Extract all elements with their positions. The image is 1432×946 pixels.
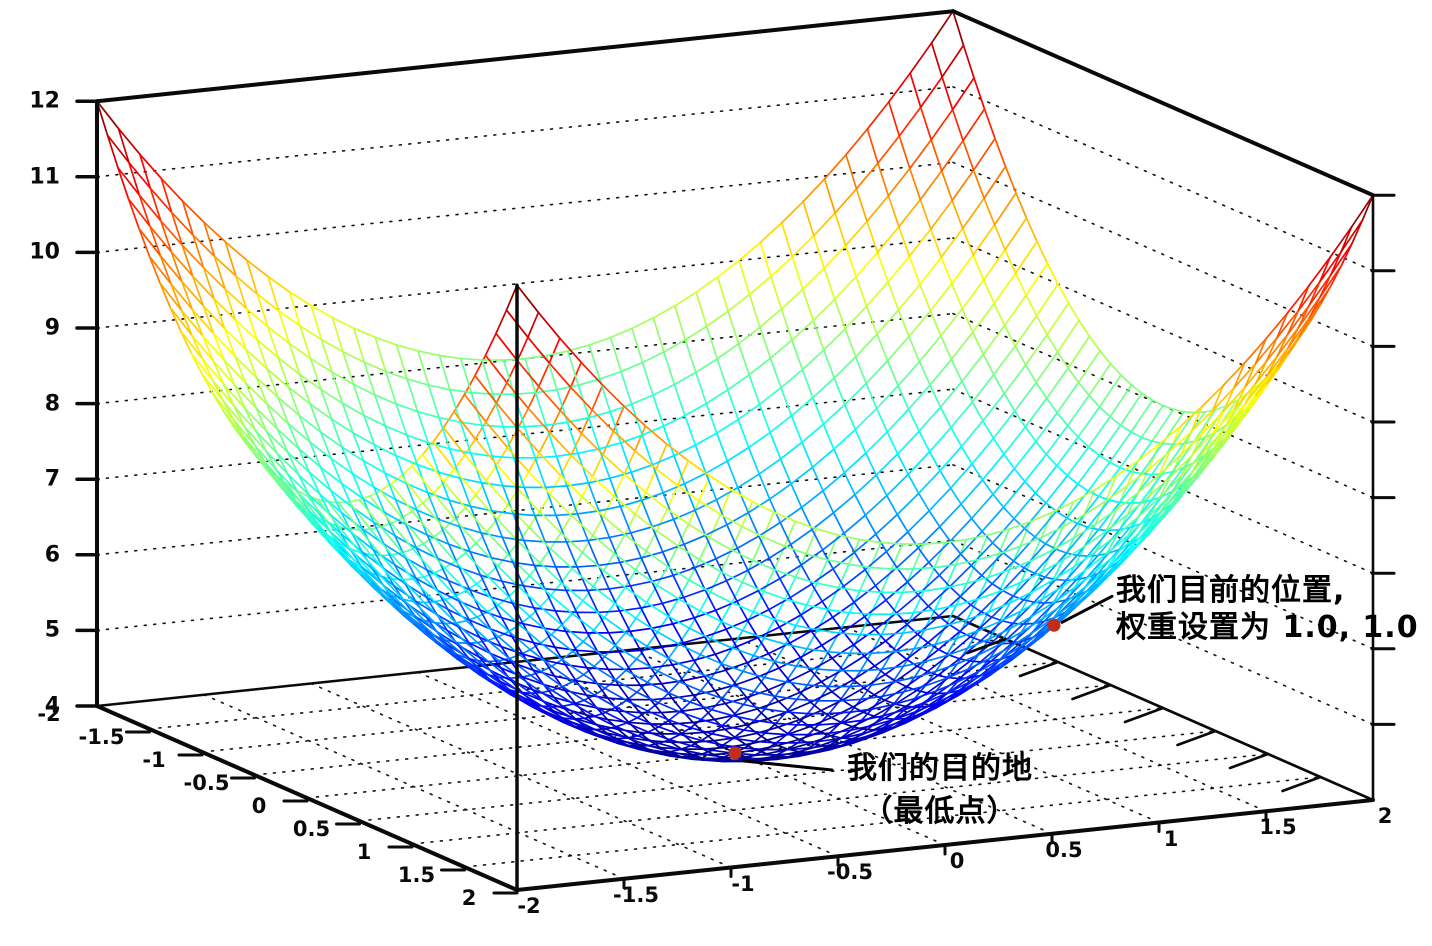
z-axis-tick-label: 9	[44, 315, 60, 341]
x-axis-tick-label: 0	[949, 849, 965, 873]
y-axis-tick-label: -0.5	[183, 771, 230, 795]
x-axis-tick-label: 1.5	[1259, 815, 1297, 840]
z-axis-tick-label: 11	[29, 164, 60, 190]
annotation-current-position-line2: 权重设置为 1.0, 1.0	[1116, 610, 1419, 645]
y-axis-tick-label: 0.5	[292, 817, 331, 841]
z-axis-tick-label: 12	[29, 88, 60, 114]
x-axis-tick-label: -0.5	[827, 860, 873, 885]
annotation-current-position: 我们目前的位置, 权重设置为 1.0, 1.0	[1116, 572, 1419, 646]
x-axis-tick-label: 1	[1163, 826, 1179, 851]
z-axis-tick-label: 4	[44, 693, 60, 719]
annotation-current-position-line1: 我们目前的位置,	[1116, 573, 1346, 608]
x-axis-tick-label: -2	[517, 894, 541, 918]
y-axis-tick-label: -2	[37, 702, 61, 726]
z-axis-tick-label: 6	[44, 542, 60, 568]
y-axis-tick-label: 1.5	[397, 863, 436, 887]
annotation-destination-line1: 我们的目的地	[847, 751, 1033, 786]
annotation-destination: 我们的目的地 （最低点）	[842, 747, 1038, 833]
y-axis-tick-label: -1	[142, 748, 166, 772]
y-axis-tick-label: 2	[461, 886, 477, 910]
annotation-destination-line2: （最低点）	[862, 794, 1018, 829]
y-axis-tick-label: 0	[251, 794, 267, 818]
x-axis-tick-label: -1.5	[613, 882, 659, 907]
y-axis-tick-label: -1.5	[78, 725, 125, 749]
x-axis-tick-label: 0.5	[1045, 837, 1083, 862]
z-axis-tick-label: 7	[44, 466, 60, 492]
x-axis-tick-label: 2	[1377, 804, 1393, 828]
x-axis-tick-label: -1	[731, 871, 755, 896]
z-axis-tick-label: 5	[44, 617, 60, 643]
y-axis-tick-label: 1	[356, 840, 372, 864]
z-axis-tick-label: 8	[44, 391, 60, 417]
z-axis-tick-label: 10	[29, 239, 60, 265]
